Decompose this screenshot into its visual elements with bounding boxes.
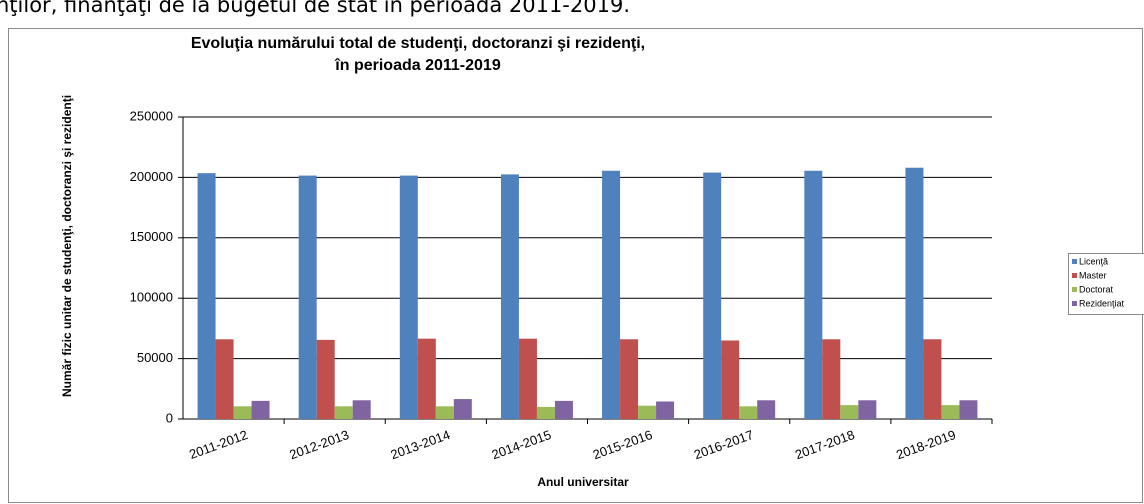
- legend-swatch: [1072, 301, 1077, 306]
- caption: nţilor, finanţaţi de la bugetul de stat …: [0, 0, 630, 17]
- bar: [197, 173, 216, 419]
- legend-label: Licenţă: [1079, 256, 1108, 266]
- bar: [500, 174, 519, 419]
- y-tick-label: 0: [166, 410, 173, 425]
- bar: [721, 340, 740, 419]
- bar: [941, 405, 960, 419]
- bar: [399, 175, 418, 419]
- bar: [840, 405, 859, 419]
- y-tick-label: 150000: [130, 229, 173, 244]
- y-axis-title: Număr fizic unitar de studenţi, doctoran…: [60, 95, 74, 397]
- bar: [620, 339, 639, 419]
- y-tick-label: 250000: [130, 108, 173, 123]
- legend-swatch: [1072, 287, 1077, 292]
- bar: [739, 406, 758, 419]
- bar: [905, 167, 924, 419]
- bar: [959, 400, 978, 419]
- bar: [518, 338, 537, 419]
- bar: [757, 400, 776, 419]
- legend-label: Master: [1079, 270, 1107, 280]
- bar: [822, 339, 841, 419]
- bar: [417, 338, 436, 419]
- bar: [536, 406, 555, 419]
- bar: [352, 400, 371, 419]
- bar: [251, 400, 270, 419]
- bar: [858, 400, 877, 419]
- bar: [703, 172, 722, 419]
- bar: [316, 339, 335, 419]
- legend-box: [1068, 253, 1144, 315]
- bar: [554, 400, 573, 419]
- chart-frame: [8, 28, 1143, 503]
- bar: [602, 170, 621, 419]
- legend-label: Doctorat: [1079, 284, 1114, 294]
- y-tick-label: 50000: [137, 350, 173, 365]
- bar: [656, 401, 675, 419]
- bar: [435, 406, 454, 419]
- x-axis-title: Anul universitar: [537, 475, 629, 489]
- bar: [298, 175, 317, 419]
- bar: [804, 170, 823, 419]
- y-tick-label: 100000: [130, 290, 173, 305]
- bar: [334, 406, 353, 419]
- legend-swatch: [1072, 259, 1077, 264]
- bar: [453, 399, 472, 419]
- bar: [215, 339, 234, 419]
- bar: [233, 406, 252, 419]
- chart-title: în perioada 2011-2019: [334, 57, 501, 74]
- legend-label: Rezidenţiat: [1079, 298, 1125, 308]
- bar: [923, 339, 942, 419]
- y-tick-label: 200000: [130, 169, 173, 184]
- bar: [638, 405, 657, 419]
- chart-title: Evoluţia numărului total de studenţi, do…: [191, 35, 645, 52]
- legend-swatch: [1072, 273, 1077, 278]
